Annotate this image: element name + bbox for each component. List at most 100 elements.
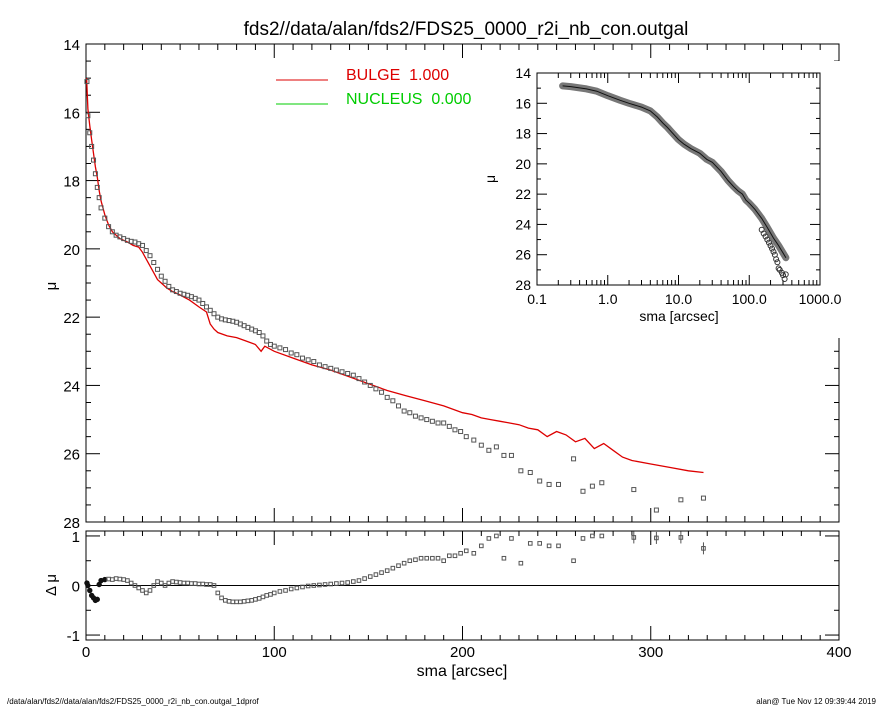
residual-data-point	[121, 577, 126, 582]
main-data-point	[407, 410, 413, 416]
inset-y-tick-label-0: 14	[515, 65, 531, 81]
residual-x-tick-label-0: 0	[82, 644, 90, 661]
inset-data-point	[773, 256, 780, 263]
main-data-point	[362, 379, 368, 385]
residual-data-point	[379, 570, 384, 575]
residual-data-point	[223, 598, 228, 603]
residual-data-point	[234, 599, 239, 605]
residual-data-point	[401, 560, 407, 566]
main-y-tick-label-0: 14	[63, 37, 80, 54]
main-data-point	[599, 480, 605, 486]
inset-x-tick-label-3: 100.0	[732, 291, 767, 307]
inset-data-point	[760, 230, 767, 237]
residual-data-point	[546, 543, 552, 549]
residual-data-point	[219, 595, 224, 601]
residual-data-point	[518, 560, 524, 566]
main-data-point	[401, 408, 407, 414]
main-data-point	[271, 343, 277, 349]
residual-data-point	[322, 582, 328, 587]
residual-data-point	[155, 579, 160, 584]
inset-y-tick-label-5: 24	[515, 216, 531, 232]
main-data-point	[102, 215, 108, 221]
main-data-point	[478, 442, 484, 448]
residual-data-point	[424, 555, 430, 561]
residual-x-tick-label-1: 100	[262, 644, 287, 661]
main-data-point	[556, 481, 562, 487]
residual-data-point	[418, 555, 424, 561]
main-data-point	[264, 338, 270, 344]
residual-data-point	[334, 581, 339, 586]
main-data-point	[350, 372, 356, 378]
footer-timestamp: alan@ Tue Nov 12 09:39:44 2019	[756, 697, 876, 706]
main-y-label: μ	[43, 282, 60, 291]
main-data-point	[493, 444, 499, 450]
main-data-point	[446, 423, 452, 429]
residual-data-point	[311, 583, 317, 588]
residual-data-point	[494, 533, 499, 539]
residual-data-point	[140, 588, 145, 593]
residual-data-point	[143, 590, 149, 596]
residual-data-point	[226, 599, 232, 604]
residual-data-point	[85, 582, 91, 589]
main-data-point	[203, 304, 209, 310]
residual-data-point	[230, 599, 236, 605]
main-data-point	[700, 495, 706, 501]
main-data-point	[458, 429, 464, 435]
main-y-tick-label-7: 28	[63, 515, 80, 532]
residual-data-point	[147, 588, 153, 593]
main-data-point	[537, 478, 543, 484]
inset-y-label: μ	[482, 175, 498, 183]
main-data-point	[412, 413, 418, 419]
residual-data-point	[151, 583, 157, 588]
main-data-point	[91, 157, 97, 163]
residual-data-point	[501, 555, 507, 561]
main-data-point	[299, 355, 305, 361]
main-data-point	[162, 278, 168, 284]
residual-data-point	[452, 553, 458, 559]
main-data-point	[85, 113, 91, 119]
residual-data-point	[268, 592, 273, 597]
residual-data-point	[447, 553, 452, 559]
main-data-point	[571, 456, 577, 462]
main-data-point	[147, 253, 153, 259]
residual-data-point	[256, 596, 262, 601]
main-data-point	[207, 307, 213, 313]
residual-data-point	[345, 580, 350, 585]
main-data-point	[106, 224, 112, 230]
residual-data-point	[384, 568, 390, 573]
inset-data-point	[769, 245, 776, 252]
residual-y-tick-label-2: 1	[72, 529, 80, 546]
residual-x-tick-label-4: 400	[826, 644, 851, 661]
main-data-point	[256, 330, 262, 336]
inset-data-point	[767, 242, 774, 249]
residual-data-point	[580, 536, 586, 541]
residual-data-point	[486, 536, 492, 541]
residual-data-point	[174, 579, 179, 585]
residual-data-point	[556, 543, 561, 549]
main-data-point	[84, 79, 90, 85]
inset-y-tick-label-4: 22	[515, 186, 531, 202]
residual-data-point	[189, 581, 194, 586]
inset-data-point	[774, 259, 781, 266]
main-data-point	[527, 469, 533, 475]
inset-data-point	[765, 239, 772, 246]
main-data-point	[260, 333, 266, 339]
legend-bulge-label: BULGE 1.000	[346, 67, 449, 84]
main-data-point	[631, 487, 637, 493]
main-data-point	[151, 260, 157, 266]
legend-nucleus-label: NUCLEUS 0.000	[346, 91, 471, 108]
inset-profile-model	[562, 85, 787, 258]
residual-data-point	[277, 589, 283, 594]
main-data-point	[158, 273, 164, 279]
main-data-point	[339, 369, 345, 375]
main-data-point	[196, 297, 202, 303]
residual-data-point	[294, 585, 300, 591]
main-data-point	[288, 350, 294, 356]
residual-data-point	[407, 558, 413, 564]
main-data-point	[92, 171, 98, 177]
residual-data-point	[390, 565, 396, 571]
inset-x-tick-label-0: 0.1	[527, 291, 547, 307]
residual-data-point	[87, 587, 93, 594]
main-data-point	[109, 229, 115, 235]
